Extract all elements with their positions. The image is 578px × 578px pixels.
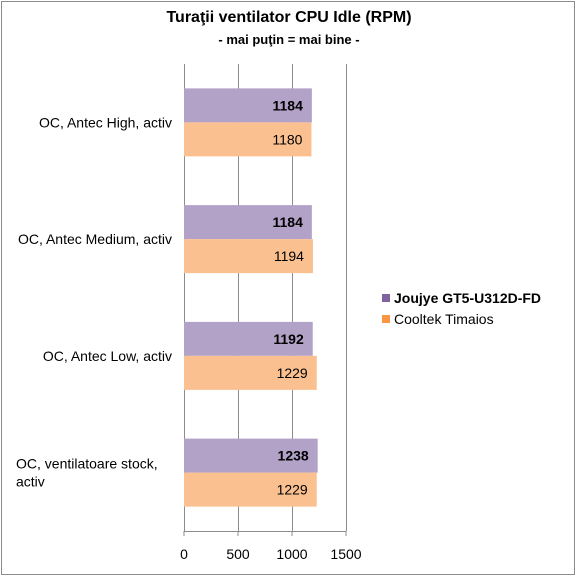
data-label-s2-c4: 1229 [277, 482, 308, 498]
bar-s1-c3 [184, 321, 313, 356]
category-label-1: OC, Antec High, activ [39, 114, 172, 130]
bar-s1-c2 [184, 205, 312, 240]
x-tick-label-2: 1000 [276, 546, 307, 562]
legend-label-series-1: Joujye GT5-U312D-FD [394, 289, 542, 306]
legend: Joujye GT5-U312D-FD Cooltek Timaios [382, 287, 541, 329]
legend-label-series-2: Cooltek Timaios [394, 310, 494, 327]
legend-item-series-1: Joujye GT5-U312D-FD [382, 287, 541, 308]
data-label-s1-c2: 1184 [272, 214, 303, 230]
category-label-3: OC, Antec Low, activ [43, 348, 172, 364]
category-label-2: OC, Antec Medium, activ [18, 231, 172, 247]
bar-s2-c1 [184, 122, 312, 157]
data-label-s1-c3: 1192 [273, 331, 304, 347]
x-tick-label-3: 1500 [330, 546, 361, 562]
bar-s2-c4 [184, 472, 317, 507]
x-tick-label-1: 500 [226, 546, 250, 562]
bar-s2-c2 [184, 239, 313, 274]
bar-s1-c4 [184, 438, 318, 473]
data-label-s2-c1: 1180 [272, 131, 302, 147]
x-tick-label-0: 0 [180, 546, 188, 562]
category-label-4-line-2: activ [16, 474, 45, 490]
chart-subtitle: - mai puţin = mai bine - [218, 32, 360, 47]
chart-title: Turaţii ventilator CPU Idle (RPM) [166, 9, 412, 26]
bar-s2-c3 [184, 355, 317, 390]
legend-swatch-series-2 [382, 314, 390, 323]
data-label-s2-c3: 1229 [277, 365, 308, 381]
category-label-4-line-1: OC, ventilatoare stock, [16, 456, 158, 472]
legend-item-series-2: Cooltek Timaios [382, 308, 541, 329]
legend-swatch-series-1 [382, 293, 390, 302]
bar-s1-c1 [184, 88, 312, 123]
data-label-s1-c1: 1184 [272, 97, 303, 113]
data-label-s1-c4: 1238 [278, 448, 309, 464]
data-label-s2-c2: 1194 [274, 248, 304, 264]
